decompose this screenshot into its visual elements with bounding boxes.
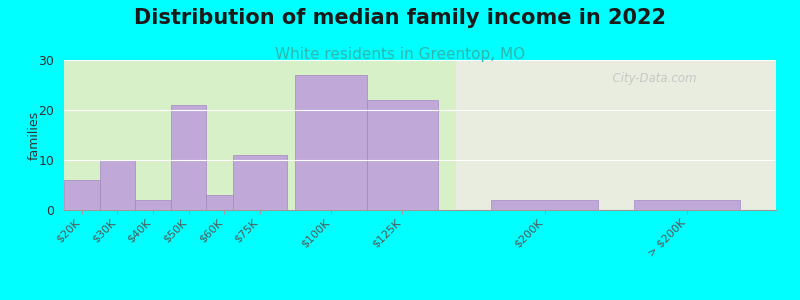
Y-axis label: families: families: [28, 110, 41, 160]
Bar: [491, 200, 598, 210]
Text: White residents in Greentop, MO: White residents in Greentop, MO: [275, 46, 525, 62]
Text: Distribution of median family income in 2022: Distribution of median family income in …: [134, 8, 666, 28]
Bar: [64, 180, 99, 210]
Bar: [99, 160, 135, 210]
Bar: [295, 75, 366, 210]
Bar: [171, 105, 206, 210]
Text: City-Data.com: City-Data.com: [605, 72, 697, 85]
Bar: [634, 200, 741, 210]
Bar: [456, 60, 776, 210]
Bar: [233, 155, 286, 210]
Bar: [366, 100, 438, 210]
Bar: [135, 200, 171, 210]
Bar: [206, 195, 242, 210]
